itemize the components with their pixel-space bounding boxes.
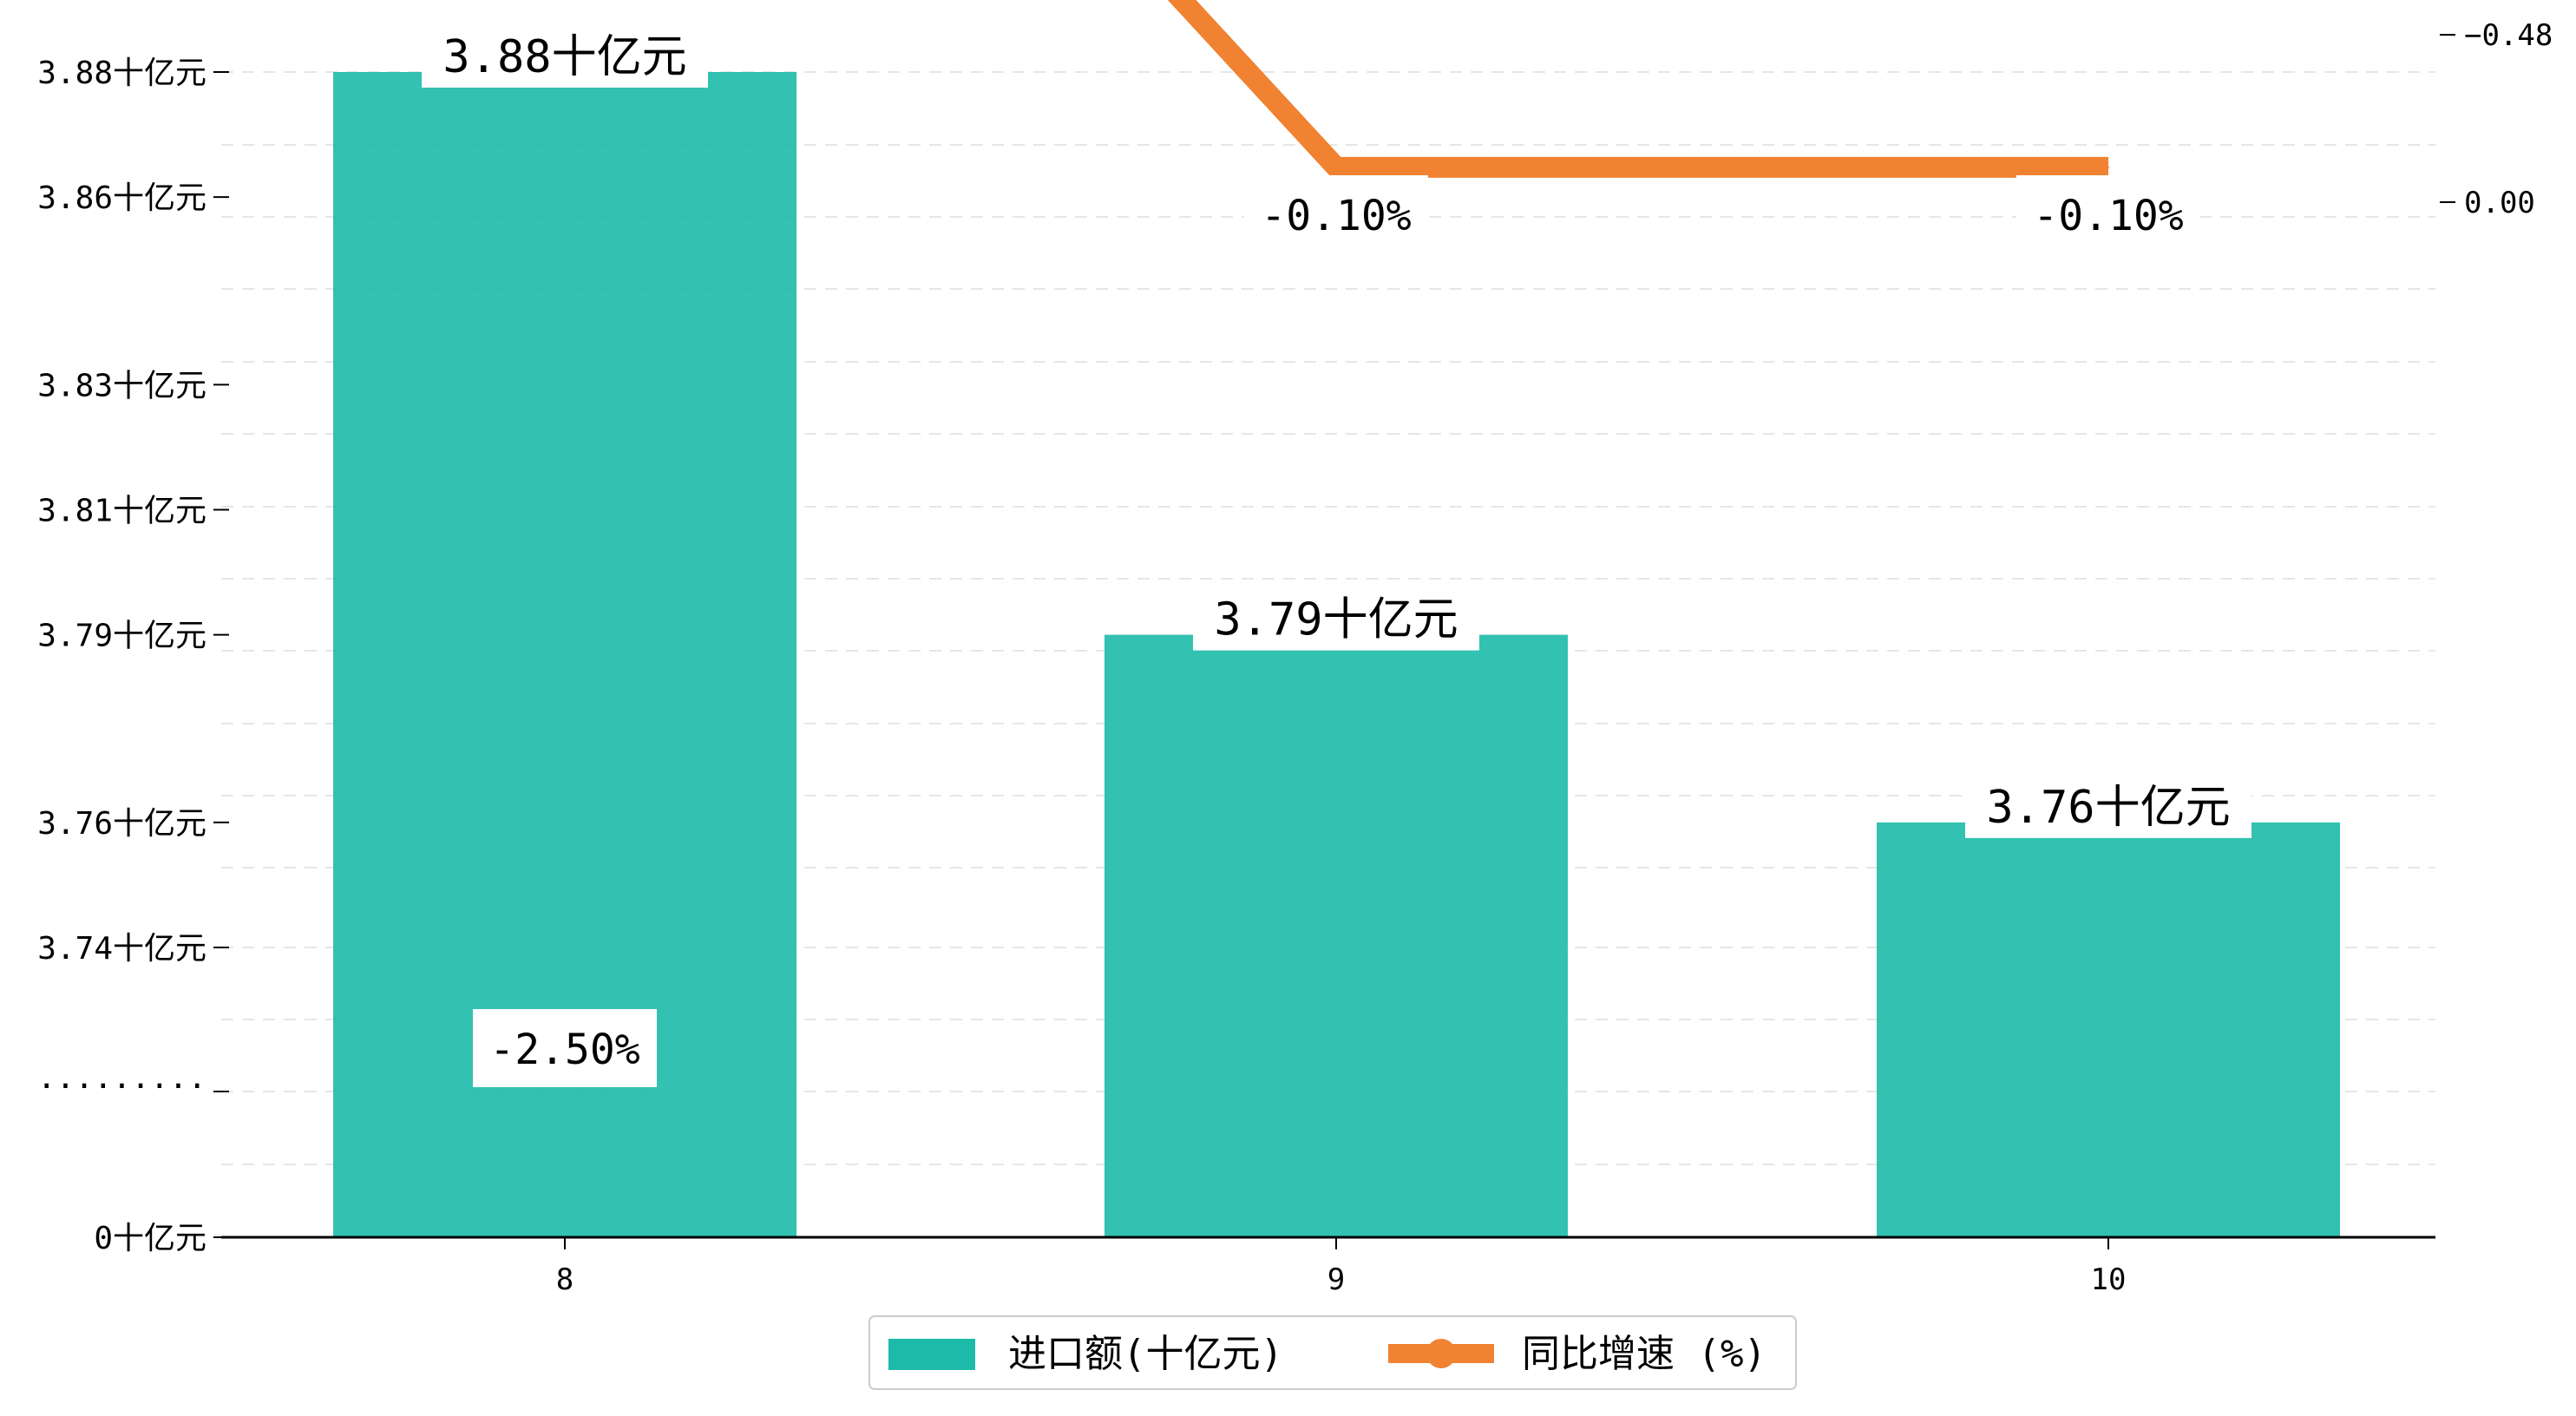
- legend-line-marker: [1426, 1339, 1456, 1368]
- left-tick-label: 3.83十亿元: [37, 368, 206, 403]
- line-value-label-box: [2016, 175, 2200, 253]
- line-value-label: -0.10%: [1261, 192, 1411, 240]
- bar-value-label-box: [1965, 771, 2252, 838]
- bar-value-label: 3.76十亿元: [1986, 782, 2230, 834]
- left-tick-label: 3.76十亿元: [37, 806, 206, 842]
- left-tick-label: 3.86十亿元: [37, 180, 206, 216]
- legend-bar-swatch: [888, 1339, 975, 1370]
- x-tick-label: 10: [2091, 1262, 2127, 1297]
- data-labels: 3.88十亿元 3.79十亿元 3.76十亿元 -2.50% -0.10% -0.10%: [422, 22, 2252, 1087]
- right-tick-label: −0.48: [2464, 18, 2553, 53]
- legend: 进口额(十亿元) 同比增速 (%): [868, 1315, 1797, 1390]
- left-tick-label: 3.79十亿元: [37, 619, 206, 654]
- axes: 0十亿元 3.74十亿元 3.76十亿元 3.79十亿元 3.81十亿元 3.83十亿元 3…: [37, 18, 2553, 1297]
- left-tick-label: 3.74十亿元: [37, 931, 206, 967]
- line-point[interactable]: [1335, 166, 1337, 168]
- bar-value-label-box: [422, 22, 708, 88]
- legend-line-label[interactable]: 同比增速 (%): [1522, 1332, 1766, 1376]
- bar[interactable]: [1877, 822, 2340, 1237]
- bar-series: [333, 72, 2340, 1237]
- left-tick-label: 0十亿元: [94, 1221, 206, 1256]
- right-tick-label: 0.00: [2464, 186, 2535, 220]
- left-tick-label: 3.81十亿元: [37, 494, 206, 529]
- bar[interactable]: [1104, 634, 1568, 1237]
- line-value-label: -0.10%: [2033, 192, 2183, 240]
- left-tick-label: 3.88十亿元: [37, 56, 206, 91]
- bar-value-label: 3.79十亿元: [1214, 594, 1458, 646]
- x-tick-label: 8: [556, 1262, 574, 1297]
- legend-bar-label[interactable]: 进口额(十亿元): [1008, 1332, 1283, 1376]
- legend-box: [868, 1315, 1797, 1390]
- line-value-label: -2.50%: [489, 1026, 639, 1074]
- line-value-label-box: [473, 1009, 657, 1087]
- bar-value-label-box: [1193, 584, 1479, 651]
- x-tick-label: 9: [1327, 1262, 1345, 1297]
- bar-value-label: 3.88十亿元: [442, 31, 686, 83]
- line-point[interactable]: [2107, 166, 2109, 168]
- line-series: [1167, 0, 2109, 178]
- line-value-label-box: [1244, 175, 1428, 253]
- left-axis-break-label: ·········: [37, 1069, 206, 1105]
